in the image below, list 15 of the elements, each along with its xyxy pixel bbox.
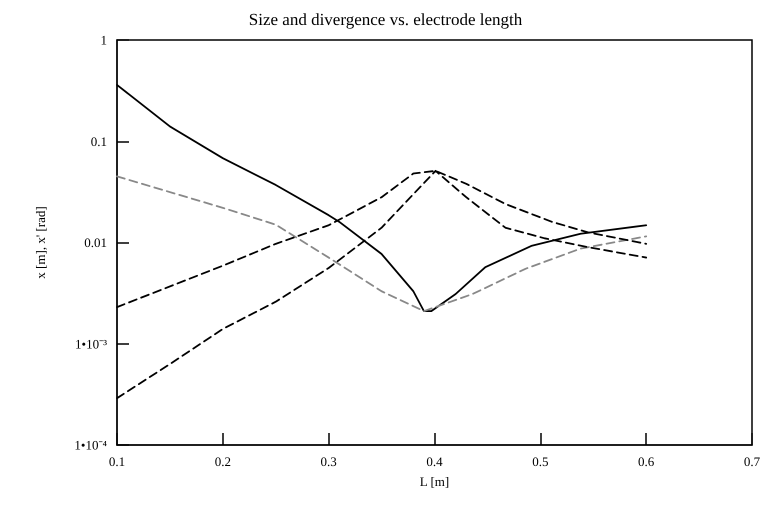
y-tick-label: 1 (100, 32, 107, 48)
x-tick-label: 0.3 (320, 454, 337, 469)
x-tick-label: 0.2 (214, 454, 231, 469)
y-tick-label: 0.1 (90, 134, 107, 149)
x-tick-label: 0.5 (532, 454, 548, 469)
x-tick-label: 0.7 (744, 454, 761, 469)
y-tick-label: 1•10⁻³ (75, 336, 108, 352)
y-tick-label: 1•10⁻⁴ (74, 438, 108, 452)
y-axis-title: x [m], x' [rad] (33, 206, 48, 279)
chart-title: Size and divergence vs. electrode length (248, 10, 523, 29)
x-tick-label: 0.6 (638, 454, 655, 469)
x-axis-title: L [m] (420, 474, 450, 489)
y-tick-label: 0.01 (84, 235, 107, 250)
x-tick-label: 0.1 (108, 454, 126, 469)
x-tick-label: 0.4 (426, 454, 444, 469)
